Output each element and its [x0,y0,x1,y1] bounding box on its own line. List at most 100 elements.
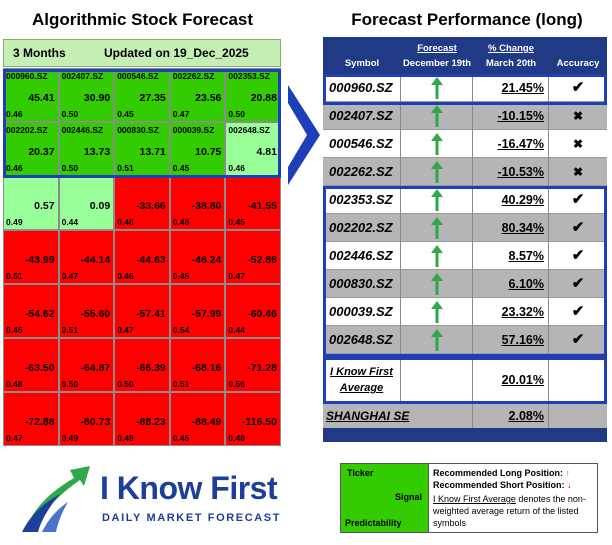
heatmap-cell: -38.80 0.48 [169,176,226,230]
cell-predictability: 0.48 [172,217,190,227]
average-value: 20.01% [473,357,549,403]
up-arrow-icon [401,214,473,242]
cell-predictability: 0.49 [6,217,23,227]
cell-signal: -57.41 [136,308,166,320]
heatmap-cell: -57.99 0.54 [169,284,226,338]
row-symbol: 000960.SZ [323,74,401,102]
heatmap-cell: -68.16 0.51 [169,338,226,392]
cell-predictability: 0.47 [172,109,190,119]
heatmap-cell: -57.41 0.47 [114,284,170,338]
performance-row: 000960.SZ 21.45% ✔ [323,74,607,102]
benchmark-row: SHANGHAI SE 2.08% [323,404,607,428]
cell-signal: -54.62 [24,308,55,320]
performance-header: Symbol Forecast December 19th % Change M… [323,37,607,74]
cell-predictability: 0.45 [172,433,190,443]
row-change: -16.47% [473,130,549,158]
up-arrow-icon [401,158,473,186]
cell-signal: -88.49 [191,416,222,428]
cell-signal: -63.50 [24,362,55,374]
heatmap-title: Algorithmic Stock Forecast [31,10,254,29]
heatmap-cell: 0.57 0.49 [3,176,59,230]
legend: Ticker Signal Predictability Recommended… [340,463,598,533]
cell-predictability: 0.45 [6,325,23,335]
row-change: 6.10% [473,270,549,298]
cell-predictability: 0.47 [6,433,23,443]
check-icon: ✔ [571,79,585,96]
heatmap-cell: 002446.SZ 13.73 0.50 [58,122,115,176]
row-symbol: 002648.SZ [323,326,401,354]
performance-row: 002648.SZ 57.16% ✔ [323,326,607,354]
heatmap-cell: 002648.SZ 4.81 0.46 [225,122,281,176]
cell-predictability: 0.49 [61,433,79,443]
row-change: -10.53% [473,158,549,186]
average-label-line1: I Know First [330,366,393,378]
heatmap-cell: -71.28 0.56 [225,338,281,392]
up-arrow-icon [401,102,473,130]
cell-signal: -72.88 [24,416,55,428]
check-icon: ✔ [571,191,585,208]
cell-ticker: 002446.SZ [61,125,104,135]
col-change-date: March 20th [485,58,537,69]
legend-note-text: denotes the non-weighted average return … [433,494,586,528]
cell-predictability: 0.51 [61,325,79,335]
legend-short: Recommended Short Position: ↓ [433,479,597,491]
heatmap-cell: -44.14 0.47 [58,230,115,284]
cell-signal: 20.88 [250,92,277,104]
up-arrow-icon [401,326,473,354]
cell-predictability: 0.50 [61,109,79,119]
cell-signal: -64.87 [80,362,111,374]
down-arrow-icon: ↓ [567,480,572,490]
cell-ticker: 000039.SZ [172,125,215,135]
cell-signal: -55.60 [80,308,111,320]
row-change: 57.16% [473,326,549,354]
cell-signal: -43.99 [24,254,55,266]
logo-tagline: DAILY MARKET FORECAST [102,512,282,524]
performance-row: 002407.SZ -10.15% ✖ [323,102,607,130]
cell-predictability: 0.44 [61,217,79,227]
cross-icon: ✖ [572,137,584,151]
performance-row: 002353.SZ 40.29% ✔ [323,186,607,214]
heatmap-cell: -41.55 0.45 [225,176,281,230]
performance-row: 002446.SZ 8.57% ✔ [323,242,607,270]
cell-ticker: 002648.SZ [228,125,270,135]
cell-predictability: 0.50 [61,379,79,389]
cell-predictability: 0.46 [228,163,245,173]
heatmap-cell: -44.63 0.46 [114,230,170,284]
cell-signal: 23.56 [195,92,222,104]
cell-signal: 30.90 [83,92,111,104]
col-change-header: % Change [488,43,534,54]
heatmap-cell: -46.24 0.45 [169,230,226,284]
cell-signal: -80.73 [80,416,111,428]
cell-ticker: 002202.SZ [6,125,48,135]
check-icon: ✔ [571,331,585,348]
row-change: 23.32% [473,298,549,326]
cell-predictability: 0.48 [6,379,23,389]
col-forecast-header: Forecast [417,43,457,54]
row-symbol: 002446.SZ [323,242,401,270]
cell-predictability: 0.50 [61,163,79,173]
cell-signal: -71.28 [247,362,277,374]
cell-predictability: 0.46 [117,271,134,281]
performance-row: 000830.SZ 6.10% ✔ [323,270,607,298]
heatmap-cell: -33.66 0.46 [114,176,170,230]
heatmap-cell: 002353.SZ 20.88 0.50 [225,68,281,122]
legend-notes: Recommended Long Position: ↑ Recommended… [433,467,597,529]
row-change: 40.29% [473,186,549,214]
cell-signal: -57.99 [191,308,222,320]
cell-predictability: 0.51 [6,271,23,281]
cell-signal: -116.50 [241,416,277,428]
cell-predictability: 0.44 [228,325,245,335]
cell-predictability: 0.47 [61,271,79,281]
legend-predictability: Predictability [345,518,402,528]
col-symbol-header: Symbol [344,58,380,69]
updated-date: Updated on 19_Dec_2025 [104,46,249,60]
legend-short-label: Recommended Short Position: [433,480,565,490]
cell-predictability: 0.47 [117,325,134,335]
heatmap-cell: -116.50 0.48 [225,392,281,446]
cell-signal: 0.09 [89,200,111,212]
cell-predictability: 0.46 [6,163,23,173]
heatmap-cell: 002262.SZ 23.56 0.47 [169,68,226,122]
cell-signal: 0.57 [34,200,55,212]
logo: I Know First DAILY MARKET FORECAST [20,458,280,534]
cell-signal: 27.35 [139,92,166,104]
